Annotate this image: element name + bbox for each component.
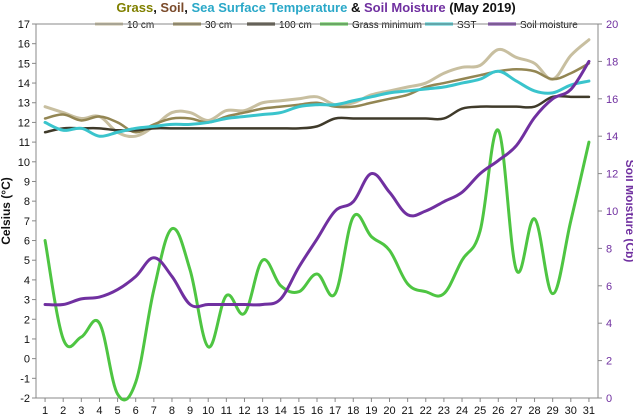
y-tick-label: 15 <box>18 58 30 70</box>
series-line-100-cm <box>43 94 591 134</box>
series-line-soil-moisture <box>43 59 591 309</box>
chart-title: Grass, Soil, Sea Surface Temperature & S… <box>116 0 515 15</box>
x-tick-label: 6 <box>133 405 139 417</box>
title-part-1: , <box>153 0 160 15</box>
x-tick-label: 24 <box>456 405 468 417</box>
series-line-10-cm <box>43 38 591 139</box>
y2-tick-label: 20 <box>606 19 618 31</box>
y2-axis-title: Soil Moisture (Cb) <box>623 160 633 263</box>
y2-tick-label: 2 <box>606 356 612 368</box>
legend-label-100-cm: 100 cm <box>279 20 312 31</box>
x-tick-label: 8 <box>169 405 175 417</box>
y2-tick-label: 14 <box>606 131 618 143</box>
y-tick-label: 7 <box>24 216 30 228</box>
x-tick-label: 15 <box>293 405 305 417</box>
x-tick-label: 7 <box>151 405 157 417</box>
y-tick-label: 5 <box>24 255 30 267</box>
x-tick-label: 14 <box>275 405 287 417</box>
y-tick-label: 3 <box>24 295 30 307</box>
y-tick-label: 9 <box>24 176 30 188</box>
x-tick-label: 9 <box>187 405 193 417</box>
x-tick-label: 3 <box>78 405 84 417</box>
x-tick-label: 27 <box>510 405 522 417</box>
series-line-sst <box>43 69 591 138</box>
x-tick-label: 1 <box>42 405 48 417</box>
y2-tick-label: 10 <box>606 206 618 218</box>
y-tick-label: 17 <box>18 19 30 31</box>
legend: 10 cm 30 cm 100 cm Grass minimum SST Soil moi… <box>95 20 578 31</box>
y-tick-label: 6 <box>24 236 30 248</box>
y-tick-label: 2 <box>24 314 30 326</box>
x-tick-label: 17 <box>329 405 341 417</box>
title-part-6: Soil Moisture <box>364 0 446 15</box>
y2-axis-ticks: 0 2 4 6 8 10 12 14 16 18 20 <box>598 19 618 405</box>
x-tick-label: 22 <box>420 405 432 417</box>
series-lines <box>43 38 591 402</box>
x-tick-label: 16 <box>311 405 323 417</box>
x-tick-label: 29 <box>547 405 559 417</box>
title-part-0: Grass <box>116 0 153 15</box>
y-tick-label: 11 <box>19 137 30 149</box>
x-tick-label: 2 <box>60 405 66 417</box>
y2-tick-label: 4 <box>606 318 612 330</box>
y-tick-label: 4 <box>24 275 30 287</box>
x-tick-label: 30 <box>565 405 577 417</box>
x-tick-label: 20 <box>383 405 395 417</box>
series-line-grass-minimum <box>43 128 591 402</box>
y-axis-title: Celsius (°C) <box>0 177 13 244</box>
x-tick-label: 21 <box>402 405 414 417</box>
y-tick-label: 14 <box>18 78 30 90</box>
x-tick-label: 18 <box>347 405 359 417</box>
title-part-5: & <box>347 0 364 15</box>
x-tick-label: 13 <box>256 405 268 417</box>
y-tick-label: 10 <box>18 157 30 169</box>
x-tick-label: 23 <box>438 405 450 417</box>
y-tick-label: 16 <box>18 39 30 51</box>
title-part-7: (May 2019) <box>446 0 516 15</box>
y2-tick-label: 12 <box>606 169 618 181</box>
x-tick-label: 26 <box>492 405 504 417</box>
y-tick-label: 12 <box>18 117 30 129</box>
y-tick-label: -2 <box>20 393 30 405</box>
x-tick-label: 12 <box>238 405 250 417</box>
y-tick-label: -1 <box>20 373 30 385</box>
legend-label-grass-minimum: Grass minimum <box>352 20 422 31</box>
x-tick-label: 25 <box>474 405 486 417</box>
legend-label-soil-moisture: Soil moisture <box>520 20 578 31</box>
y2-tick-label: 0 <box>606 393 612 405</box>
title-part-3: , <box>184 0 191 15</box>
y2-tick-label: 16 <box>606 94 618 106</box>
y2-tick-label: 6 <box>606 281 612 293</box>
y-tick-label: 1 <box>24 334 30 346</box>
y2-tick-label: 8 <box>606 243 612 255</box>
x-tick-label: 28 <box>528 405 540 417</box>
x-tick-label: 31 <box>583 405 595 417</box>
y-tick-label: 13 <box>18 98 30 110</box>
title-part-2: Soil <box>160 0 184 15</box>
y2-tick-label: 18 <box>606 56 618 68</box>
title-part-4: Sea Surface Temperature <box>192 0 348 15</box>
x-tick-label: 5 <box>115 405 121 417</box>
legend-label-10-cm: 10 cm <box>127 20 154 31</box>
legend-label-sst: SST <box>457 20 476 31</box>
x-axis-ticks: 1 2 3 4 5 6 7 8 9 10 11 12 13 14 15 16 17 18 19 20 21 22 23 24 2… <box>42 398 595 417</box>
y-tick-label: 8 <box>24 196 30 208</box>
x-tick-label: 19 <box>365 405 377 417</box>
x-tick-label: 10 <box>202 405 214 417</box>
x-tick-label: 4 <box>96 405 102 417</box>
legend-label-30-cm: 30 cm <box>205 20 232 31</box>
x-tick-label: 11 <box>221 405 232 417</box>
y-tick-label: 0 <box>24 354 30 366</box>
